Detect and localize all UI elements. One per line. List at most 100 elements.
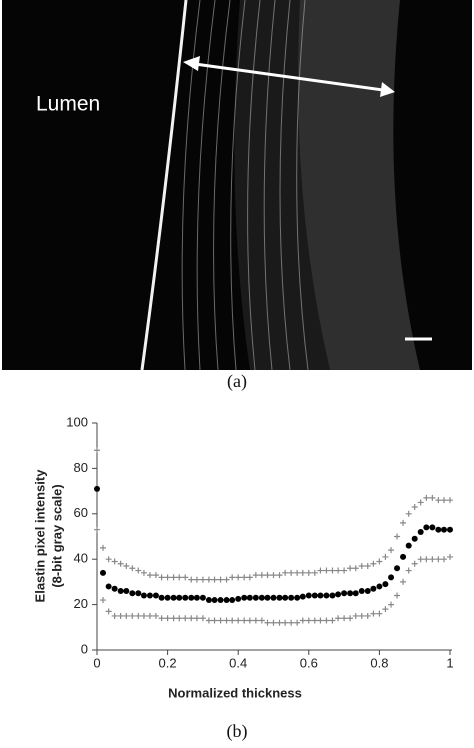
dot-marker [270,594,277,601]
dot-marker [129,590,136,597]
dot-marker [417,528,424,535]
y-tick-label: 20 [74,596,88,611]
plus-marker [435,556,442,563]
dot-marker [100,569,107,576]
micrograph: Lumen [2,0,472,371]
dot-marker [388,574,395,581]
chart: Normalized thickness Elastin pixel inten… [32,414,453,700]
plus-marker [135,612,142,619]
plus-marker [329,567,336,574]
plus-marker [217,576,224,583]
plus-marker [299,617,306,624]
dot-marker [135,590,142,597]
dot-marker [323,592,330,599]
y-axis-label: Elastin pixel intensity (8-bit gray scal… [32,469,64,603]
caption-a: (a) [227,371,247,392]
plus-marker [294,619,301,626]
plus-marker [105,608,112,615]
x-tick-label: 0.4 [229,655,247,670]
plus-marker [258,572,265,579]
plus-marker [305,569,312,576]
plus-marker [241,617,248,624]
dot-marker [123,587,130,594]
dot-marker [447,526,453,533]
plus-marker [182,615,189,622]
x-tick-label: 1 [446,655,453,670]
x-tick-label: 0 [93,655,100,670]
plus-marker [358,612,365,619]
plus-marker [276,619,283,626]
plus-marker [358,563,365,570]
plus-marker [123,563,130,570]
plus-marker [400,519,407,526]
plus-marker [276,572,283,579]
plus-marker [376,610,383,617]
plus-marker [394,592,401,599]
plus-marker [270,619,277,626]
plus-marker [258,617,265,624]
plus-marker [129,612,136,619]
plus-marker [117,612,124,619]
plus-marker [347,615,354,622]
x-tick-label: 0.8 [370,655,388,670]
plus-marker [152,612,159,619]
x-tick-label: 0.6 [300,655,318,670]
dot-marker [294,594,301,601]
dot-marker [376,583,383,590]
y-tick-label: 0 [81,641,88,656]
plus-marker [199,576,206,583]
plus-marker [405,510,412,517]
dot-marker [264,594,271,601]
plus-marker [246,617,253,624]
dot-marker [317,592,324,599]
dot-marker [158,594,165,601]
dot-marker [335,591,342,598]
plus-marker [394,533,401,540]
plus-marker [417,556,424,563]
dot-marker [411,535,418,542]
plus-marker [235,574,242,581]
plus-marker [423,556,430,563]
plus-marker [294,569,301,576]
dot-marker [111,585,118,592]
plus-marker [229,574,236,581]
plus-marker [117,560,124,567]
y-axis-label-line: Elastin pixel intensity [32,469,47,603]
plus-marker [411,503,418,510]
dot-marker [188,594,195,601]
plus-marker [282,619,289,626]
dot-marker [394,565,401,572]
plus-marker [164,574,171,581]
plus-marker [376,558,383,565]
y-axis-label-line: (8-bit gray scale) [49,484,64,587]
dot-marker [276,594,283,601]
dot-marker [429,524,436,531]
plus-marker [170,615,177,622]
dot-marker [288,594,295,601]
dot-marker [211,597,218,604]
plus-marker [111,612,118,619]
dot-marker [252,594,259,601]
dot-marker [341,590,348,597]
plus-marker [288,619,295,626]
plus-marker [429,494,436,501]
plus-marker [323,567,330,574]
plus-marker [135,567,142,574]
plus-marker [341,615,348,622]
dot-marker [229,597,236,604]
plus-marker [317,567,324,574]
plus-marker [323,617,330,624]
plus-marker [140,569,147,576]
dot-marker [435,526,442,533]
plus-marker [94,447,100,454]
plus-marker [423,494,430,501]
plus-marker [94,526,100,533]
plus-marker [429,556,436,563]
plus-marker [152,572,159,579]
plus-marker [158,574,165,581]
plus-marker [447,497,453,504]
dot-marker [94,485,100,492]
plus-marker [170,574,177,581]
dot-marker [258,594,265,601]
